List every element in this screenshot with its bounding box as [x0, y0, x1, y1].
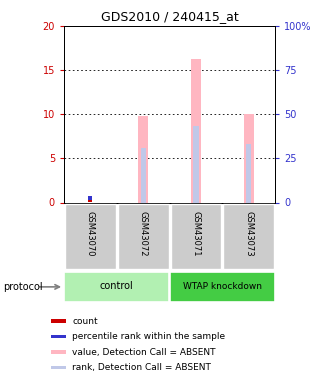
- Bar: [118, 204, 169, 268]
- Text: WTAP knockdown: WTAP knockdown: [183, 282, 262, 291]
- Text: GSM43070: GSM43070: [86, 211, 95, 256]
- Bar: [65, 204, 116, 268]
- Text: control: control: [100, 281, 134, 291]
- Text: GDS2010 / 240415_at: GDS2010 / 240415_at: [101, 10, 238, 23]
- Text: percentile rank within the sample: percentile rank within the sample: [73, 332, 226, 341]
- Text: GSM43073: GSM43073: [244, 211, 253, 256]
- Text: GSM43072: GSM43072: [139, 211, 148, 256]
- Bar: [170, 272, 275, 302]
- Bar: [244, 114, 253, 202]
- Bar: [139, 116, 148, 202]
- Bar: [191, 59, 201, 202]
- Bar: [171, 204, 221, 268]
- Text: value, Detection Call = ABSENT: value, Detection Call = ABSENT: [73, 348, 216, 357]
- Bar: [64, 272, 169, 302]
- Text: count: count: [73, 316, 98, 326]
- Bar: [51, 366, 66, 369]
- Text: GSM43071: GSM43071: [191, 211, 201, 256]
- Bar: [51, 350, 66, 354]
- Text: rank, Detection Call = ABSENT: rank, Detection Call = ABSENT: [73, 363, 211, 372]
- Bar: [193, 126, 199, 202]
- Text: protocol: protocol: [3, 282, 43, 292]
- Bar: [51, 319, 66, 323]
- Bar: [246, 144, 252, 202]
- Bar: [51, 334, 66, 338]
- Bar: [223, 204, 274, 268]
- Bar: [140, 148, 146, 202]
